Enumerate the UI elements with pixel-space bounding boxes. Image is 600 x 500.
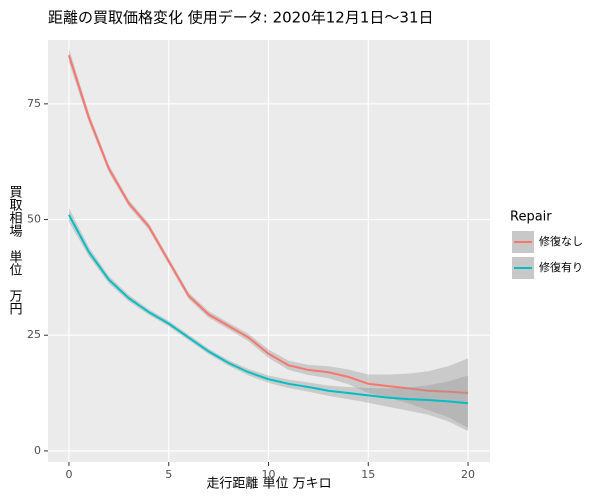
- x-tick-label: 10: [262, 468, 276, 481]
- x-axis-label: 走行距離 単位 万キロ: [206, 476, 331, 492]
- x-tick-label: 5: [165, 468, 172, 481]
- y-tick-label: 0: [34, 444, 41, 457]
- y-axis-label: 買取相場 単位 万円: [7, 185, 23, 315]
- chart-title: 距離の買取価格変化 使用データ: 2020年12月1日～31日: [48, 9, 433, 27]
- line: [68, 54, 469, 395]
- line: [68, 214, 469, 405]
- y-tick-label: 75: [27, 97, 41, 110]
- legend-title: Repair: [510, 210, 552, 225]
- x-tick-label: 0: [65, 468, 72, 481]
- y-tick-label: 25: [27, 328, 41, 341]
- x-tick-label: 20: [461, 468, 475, 481]
- y-tick-label: 50: [27, 213, 41, 226]
- x-tick-label: 15: [361, 468, 375, 481]
- legend-label: 修復有り: [539, 260, 583, 274]
- confidence-band: [68, 207, 469, 431]
- legend-label: 修復なし: [539, 234, 583, 248]
